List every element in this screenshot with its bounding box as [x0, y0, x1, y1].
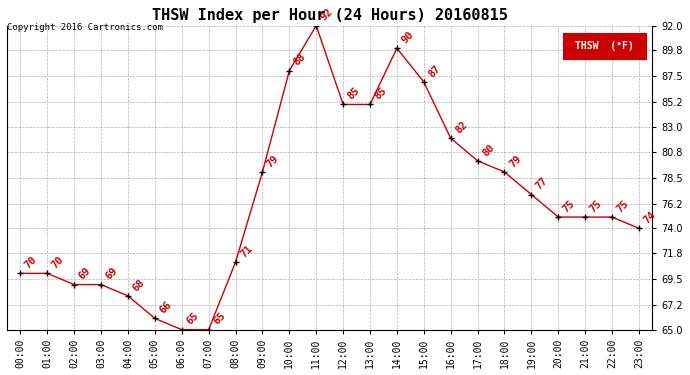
Text: 74: 74 [642, 210, 658, 225]
Text: 90: 90 [400, 30, 415, 45]
Text: 65: 65 [211, 311, 227, 327]
Text: 69: 69 [77, 266, 93, 282]
Text: 71: 71 [238, 243, 254, 260]
Text: 85: 85 [373, 86, 388, 102]
Text: 69: 69 [104, 266, 120, 282]
Text: 75: 75 [561, 198, 577, 214]
Text: 87: 87 [426, 63, 442, 79]
Text: 85: 85 [346, 86, 362, 102]
Text: 75: 75 [588, 198, 604, 214]
Text: THSW  (°F): THSW (°F) [575, 41, 633, 51]
Text: 79: 79 [507, 153, 523, 169]
Text: 92: 92 [319, 7, 335, 23]
Text: 70: 70 [50, 255, 66, 271]
Text: 65: 65 [184, 311, 200, 327]
Text: 75: 75 [615, 198, 631, 214]
Text: 77: 77 [534, 176, 550, 192]
Text: Copyright 2016 Cartronics.com: Copyright 2016 Cartronics.com [7, 23, 163, 32]
Text: 70: 70 [23, 255, 39, 271]
Text: 68: 68 [130, 277, 147, 293]
Text: 66: 66 [157, 300, 174, 316]
Text: 79: 79 [265, 153, 281, 169]
Text: 88: 88 [292, 52, 308, 68]
Title: THSW Index per Hour (24 Hours) 20160815: THSW Index per Hour (24 Hours) 20160815 [152, 8, 508, 23]
Text: 82: 82 [453, 120, 469, 135]
Text: 80: 80 [480, 142, 496, 158]
